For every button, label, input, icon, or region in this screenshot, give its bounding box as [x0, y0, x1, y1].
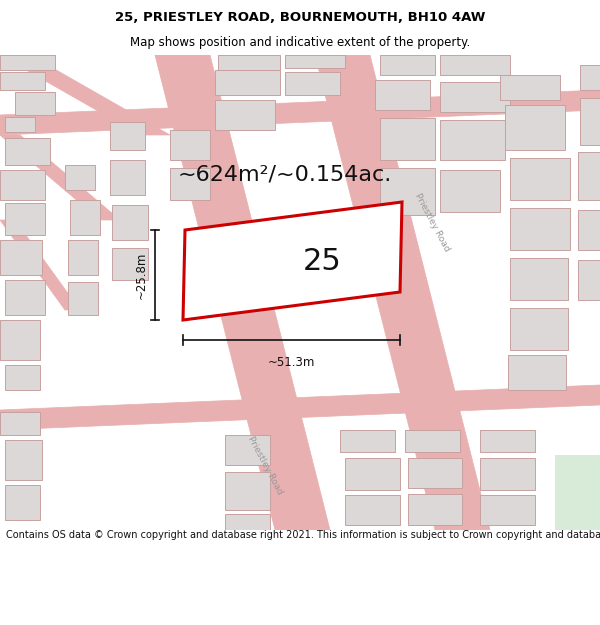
Polygon shape: [440, 82, 510, 112]
Polygon shape: [408, 494, 462, 525]
Polygon shape: [110, 122, 145, 150]
Polygon shape: [218, 55, 280, 70]
Polygon shape: [508, 355, 566, 390]
Text: Map shows position and indicative extent of the property.: Map shows position and indicative extent…: [130, 36, 470, 49]
Polygon shape: [345, 495, 400, 525]
Polygon shape: [440, 170, 500, 212]
Polygon shape: [580, 98, 600, 145]
Polygon shape: [0, 90, 600, 135]
Polygon shape: [0, 135, 120, 220]
Polygon shape: [380, 118, 435, 160]
Polygon shape: [225, 435, 270, 465]
Polygon shape: [215, 100, 275, 130]
Polygon shape: [510, 158, 570, 200]
Polygon shape: [15, 92, 55, 115]
Polygon shape: [5, 138, 50, 165]
Polygon shape: [480, 458, 535, 490]
Polygon shape: [0, 385, 600, 430]
Polygon shape: [225, 514, 270, 530]
Polygon shape: [5, 280, 45, 315]
Polygon shape: [68, 240, 98, 275]
Polygon shape: [405, 430, 460, 452]
Polygon shape: [0, 412, 40, 435]
Polygon shape: [285, 55, 345, 68]
Polygon shape: [578, 260, 600, 300]
Text: ~51.3m: ~51.3m: [268, 356, 315, 369]
Polygon shape: [5, 203, 45, 235]
Polygon shape: [0, 320, 40, 360]
Polygon shape: [408, 458, 462, 488]
Polygon shape: [68, 282, 98, 315]
Polygon shape: [480, 430, 535, 452]
Text: 25: 25: [303, 246, 342, 276]
Text: Priestley Road: Priestley Road: [413, 191, 451, 253]
Polygon shape: [555, 455, 600, 530]
Polygon shape: [0, 170, 45, 200]
Polygon shape: [510, 208, 570, 250]
Polygon shape: [0, 55, 170, 135]
Polygon shape: [375, 80, 430, 110]
Text: Priestley Road: Priestley Road: [246, 434, 284, 496]
Polygon shape: [510, 308, 568, 350]
Polygon shape: [380, 55, 435, 75]
Polygon shape: [0, 55, 55, 70]
Polygon shape: [505, 105, 565, 150]
Polygon shape: [345, 458, 400, 490]
Polygon shape: [480, 495, 535, 525]
Polygon shape: [65, 165, 95, 190]
Polygon shape: [510, 258, 568, 300]
Polygon shape: [112, 205, 148, 240]
Polygon shape: [340, 430, 395, 452]
Polygon shape: [170, 168, 210, 200]
Polygon shape: [170, 130, 210, 160]
Polygon shape: [578, 210, 600, 250]
Text: ~25.8m: ~25.8m: [134, 251, 148, 299]
Polygon shape: [5, 365, 40, 390]
Polygon shape: [380, 168, 435, 215]
Polygon shape: [440, 55, 510, 75]
Polygon shape: [5, 485, 40, 520]
Polygon shape: [155, 55, 330, 530]
Polygon shape: [0, 220, 80, 310]
Polygon shape: [183, 202, 402, 320]
Polygon shape: [580, 65, 600, 90]
Polygon shape: [500, 75, 560, 100]
Polygon shape: [440, 120, 505, 160]
Polygon shape: [0, 240, 42, 275]
Polygon shape: [578, 152, 600, 200]
Polygon shape: [225, 472, 270, 510]
Polygon shape: [0, 72, 45, 90]
Polygon shape: [110, 160, 145, 195]
Polygon shape: [315, 55, 490, 530]
Text: 25, PRIESTLEY ROAD, BOURNEMOUTH, BH10 4AW: 25, PRIESTLEY ROAD, BOURNEMOUTH, BH10 4A…: [115, 11, 485, 24]
Polygon shape: [285, 72, 340, 95]
Polygon shape: [112, 248, 148, 280]
Polygon shape: [5, 117, 35, 132]
Polygon shape: [5, 440, 42, 480]
Text: Contains OS data © Crown copyright and database right 2021. This information is : Contains OS data © Crown copyright and d…: [6, 530, 600, 540]
Polygon shape: [215, 70, 280, 95]
Polygon shape: [70, 200, 100, 235]
Text: ~624m²/~0.154ac.: ~624m²/~0.154ac.: [178, 165, 392, 185]
